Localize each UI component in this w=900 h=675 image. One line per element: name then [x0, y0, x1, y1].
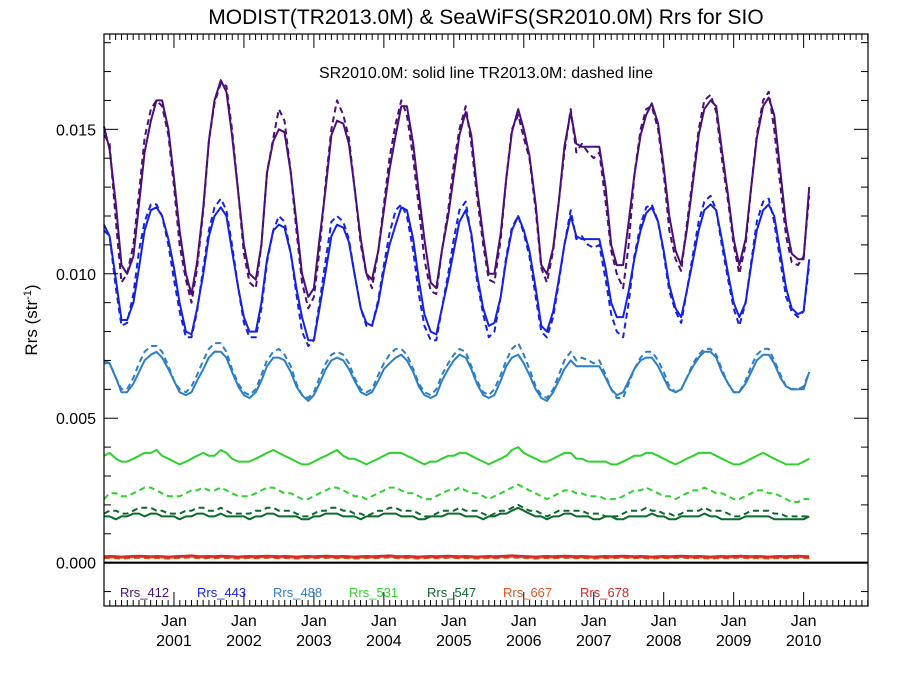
y-tick-label: 0.010 [56, 267, 96, 284]
x-tick-year-label: 2004 [366, 633, 402, 650]
legend-item-488: Rrs_488 [273, 585, 322, 600]
series-line-547-solid [104, 506, 810, 521]
x-tick-year-label: 2009 [716, 633, 752, 650]
y-axis-label-text: Rrs (str [22, 300, 41, 356]
legend: Rrs_412 Rrs_443 Rrs_488 Rrs_531 Rrs_547 Rrs_6… [120, 585, 629, 600]
x-tick-year-label: 2007 [576, 633, 612, 650]
legend-item-531: Rrs_531 [349, 585, 398, 600]
x-tick-year-label: 2005 [436, 633, 472, 650]
series-line-443-dashed [103, 194, 811, 347]
series-line-488-solid [103, 350, 811, 402]
legend-item-667: Rrs_667 [503, 585, 552, 600]
y-tick-label: 0.015 [56, 122, 96, 139]
legend-item-678: Rrs_678 [580, 585, 629, 600]
x-tick-year-label: 2003 [296, 633, 332, 650]
x-tick-month-label: Jan [721, 613, 747, 630]
x-tick-month-label: Jan [581, 613, 607, 630]
x-tick-year-label: 2010 [786, 633, 822, 650]
x-tick-year-label: 2002 [226, 633, 262, 650]
series-line-531-solid [103, 446, 810, 466]
x-tick-month-label: Jan [161, 613, 187, 630]
x-axis: Jan 2001 Jan 2002 Jan 2003 Jan 2004 Jan 2005 Jan 20… [103, 34, 869, 650]
y-axis-label-close: ) [22, 284, 41, 290]
chart-title: MODIST(TR2013.0M) & SeaWiFS(SR2010.0M) R… [208, 6, 763, 29]
y-tick-label: 0.000 [56, 556, 96, 573]
series-layer [103, 79, 811, 560]
x-tick-year-label: 2001 [156, 633, 192, 650]
series-line-412-solid [103, 79, 811, 298]
series-line-531-dashed [103, 483, 810, 503]
x-tick-month-label: Jan [371, 613, 397, 630]
plot-frame [103, 33, 869, 607]
x-tick-month-label: Jan [301, 613, 327, 630]
legend-item-547: Rrs_547 [427, 585, 476, 600]
y-axis: 0.000 0.005 0.010 0.015 [56, 42, 868, 593]
legend-item-443: Rrs_443 [197, 585, 246, 600]
series-line-678-solid [103, 554, 810, 558]
y-axis-label-superscript: -1 [22, 290, 34, 300]
y-tick-label: 0.005 [56, 411, 96, 428]
y-axis-label: Rrs (str-1) [22, 284, 41, 355]
x-tick-month-label: Jan [651, 613, 677, 630]
x-tick-month-label: Jan [441, 613, 467, 630]
series-line-443-solid [103, 203, 811, 342]
x-tick-month-label: Jan [511, 613, 537, 630]
series-line-547-dashed [103, 503, 810, 518]
x-tick-month-label: Jan [791, 613, 817, 630]
x-tick-month-label: Jan [231, 613, 257, 630]
x-tick-year-label: 2008 [646, 633, 682, 650]
chart-subtitle: SR2010.0M: solid line TR2013.0M: dashed … [319, 65, 653, 82]
legend-item-412: Rrs_412 [120, 585, 169, 600]
x-tick-year-label: 2006 [506, 633, 542, 650]
